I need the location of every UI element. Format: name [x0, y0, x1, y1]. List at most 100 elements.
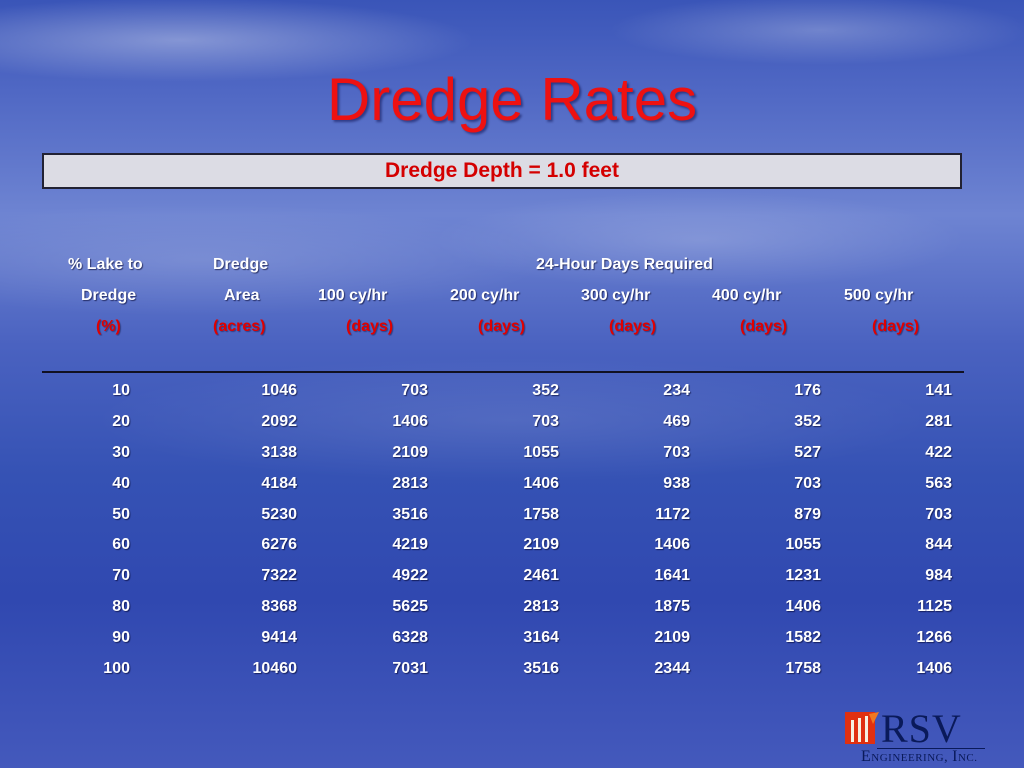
cell-days-300: 1172 [655, 505, 690, 523]
cell-days-500: 844 [925, 536, 952, 554]
cell-days-100: 703 [401, 382, 428, 400]
cell-days-400: 1231 [785, 567, 821, 585]
cell-days-100: 4219 [392, 536, 428, 554]
cell-days-300: 2344 [654, 659, 690, 677]
rsv-logo-mark-icon [845, 712, 879, 744]
slide-title: Dredge Rates [326, 66, 698, 133]
cell-lake-pct: 20 [112, 413, 130, 431]
table-row: 70 7322 4922 2461 1641 1231 984 [0, 561, 952, 592]
cell-days-400: 703 [794, 474, 821, 492]
cell-days-100: 4922 [392, 567, 428, 585]
header-days-required: 24-Hour Days Required [536, 256, 713, 273]
cell-area-acres: 10460 [252, 659, 298, 677]
cell-days-500: 563 [925, 474, 952, 492]
header-area-line2: Area [224, 287, 260, 304]
cell-days-300: 234 [663, 382, 690, 400]
header-rate-500: 500 cy/hr [844, 287, 914, 304]
header-unit-400: (days) [740, 318, 788, 335]
cell-days-200: 1758 [523, 505, 559, 523]
table-row: 20 2092 1406 703 469 352 281 [0, 407, 952, 438]
cell-days-500: 1125 [917, 597, 952, 615]
header-rate-400: 400 cy/hr [712, 287, 782, 304]
cell-lake-pct: 30 [112, 443, 130, 461]
logo-underline [877, 748, 985, 749]
cell-area-acres: 8368 [261, 597, 297, 615]
cell-lake-pct: 70 [112, 567, 130, 585]
cell-days-100: 5625 [392, 597, 428, 615]
cell-days-500: 422 [925, 443, 952, 461]
table-row: 100 10460 7031 3516 2344 1758 1406 [0, 653, 952, 684]
header-unit-200: (days) [478, 318, 526, 335]
header-unit-300: (days) [609, 318, 657, 335]
cell-days-200: 3164 [523, 628, 559, 646]
cell-days-200: 2813 [523, 597, 559, 615]
cell-days-300: 703 [663, 443, 690, 461]
cell-area-acres: 5230 [261, 505, 297, 523]
logo-tagline: ENGINEERING, INC. [861, 748, 978, 765]
cell-days-100: 3516 [392, 505, 428, 523]
cell-days-400: 352 [794, 413, 821, 431]
dredge-depth-label: Dredge Depth = 1.0 feet [385, 159, 619, 182]
cell-days-300: 2109 [654, 628, 690, 646]
cell-days-300: 1641 [654, 567, 690, 585]
cell-area-acres: 1046 [261, 382, 297, 400]
cell-days-100: 7031 [392, 659, 428, 677]
header-divider [42, 371, 964, 373]
cell-days-400: 176 [794, 382, 821, 400]
cell-days-200: 3516 [523, 659, 559, 677]
cell-days-500: 984 [925, 567, 952, 585]
header-lake-unit: (%) [96, 318, 121, 335]
cell-lake-pct: 80 [112, 597, 130, 615]
cell-lake-pct: 90 [112, 628, 130, 646]
cell-days-500: 281 [925, 413, 952, 431]
cell-days-300: 938 [663, 474, 690, 492]
table-row: 60 6276 4219 2109 1406 1055 844 [0, 530, 952, 561]
header-rate-200: 200 cy/hr [450, 287, 520, 304]
cell-lake-pct: 60 [112, 536, 130, 554]
table-row: 40 4184 2813 1406 938 703 563 [0, 468, 952, 499]
header-area-line1: Dredge [213, 256, 269, 273]
header-rate-300: 300 cy/hr [581, 287, 651, 304]
cell-days-200: 2461 [523, 567, 559, 585]
cell-days-400: 1055 [785, 536, 821, 554]
header-rate-100: 100 cy/hr [318, 287, 388, 304]
cell-days-500: 1406 [916, 659, 952, 677]
cell-days-500: 1266 [916, 628, 952, 646]
cell-lake-pct: 100 [103, 659, 130, 677]
rsv-logo: RSV ENGINEERING, INC. [843, 708, 993, 766]
cell-days-400: 527 [794, 443, 821, 461]
cell-days-500: 141 [925, 382, 952, 400]
cell-days-400: 1582 [785, 628, 821, 646]
table-row: 30 3138 2109 1055 703 527 422 [0, 438, 952, 469]
table-row: 90 9414 6328 3164 2109 1582 1266 [0, 622, 952, 653]
header-unit-500: (days) [872, 318, 920, 335]
cell-days-300: 1875 [654, 597, 690, 615]
logo-name: RSV [881, 706, 962, 751]
cell-days-300: 469 [663, 413, 690, 431]
table-row: 50 5230 3516 1758 1172 879 703 [0, 499, 952, 530]
cell-days-200: 2109 [523, 536, 559, 554]
cell-lake-pct: 50 [112, 505, 130, 523]
cell-days-200: 1406 [523, 474, 559, 492]
cell-area-acres: 6276 [261, 536, 297, 554]
cell-days-100: 2109 [392, 443, 428, 461]
dredge-rates-table: 10 1046 703 352 234 176 141 20 2092 1406 703 469 352… [0, 376, 952, 684]
cell-days-400: 1758 [785, 659, 821, 677]
cell-days-400: 879 [794, 505, 821, 523]
table-row: 10 1046 703 352 234 176 141 [0, 376, 952, 407]
header-lake-line2: Dredge [81, 287, 137, 304]
header-lake-line1: % Lake to [68, 256, 143, 273]
cell-days-200: 352 [532, 382, 559, 400]
cell-lake-pct: 40 [112, 474, 130, 492]
cell-area-acres: 7322 [261, 567, 297, 585]
cell-days-300: 1406 [654, 536, 690, 554]
cell-area-acres: 2092 [261, 413, 297, 431]
header-area-unit: (acres) [213, 318, 266, 335]
cell-days-200: 703 [532, 413, 559, 431]
cell-days-100: 6328 [392, 628, 428, 646]
cell-days-100: 1406 [392, 413, 428, 431]
dredge-depth-box: Dredge Depth = 1.0 feet [42, 153, 962, 189]
cell-area-acres: 9414 [261, 628, 297, 646]
cell-area-acres: 3138 [261, 443, 297, 461]
